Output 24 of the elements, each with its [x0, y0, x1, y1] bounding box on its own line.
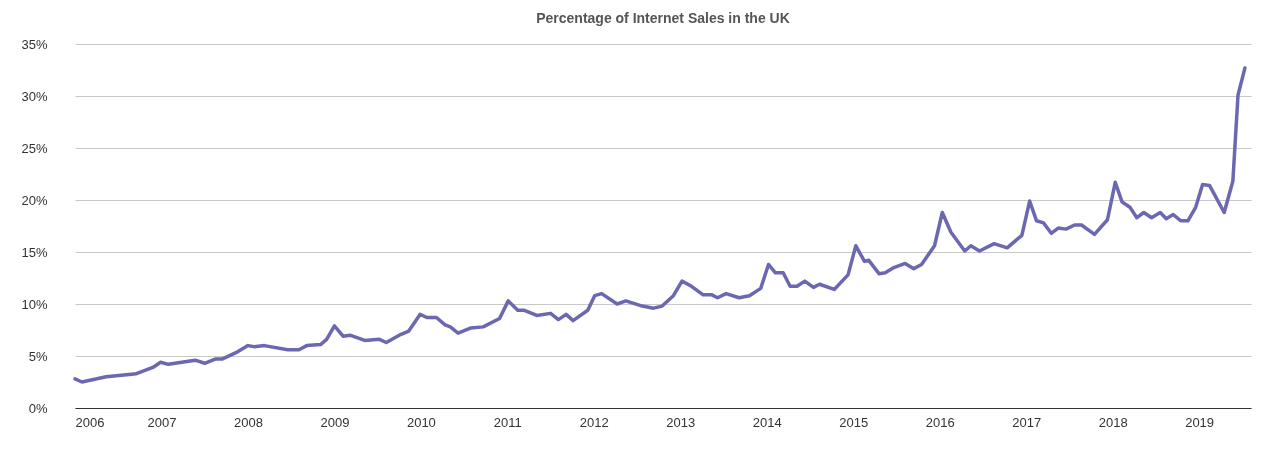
x-tick-label: 2017 [1012, 414, 1042, 430]
x-tick-label: 2006 [75, 414, 105, 430]
x-tick-label: 2011 [493, 414, 522, 430]
y-tick-label: 15% [21, 244, 48, 260]
x-tick-label: 2007 [147, 414, 177, 430]
y-tick-label: 0% [28, 400, 48, 416]
x-tick-label: 2013 [666, 414, 696, 430]
x-tick-label: 2018 [1098, 414, 1128, 430]
x-tick-label: 2008 [233, 414, 263, 430]
x-tick-label: 2014 [752, 414, 782, 430]
y-tick-label: 35% [21, 36, 48, 52]
x-tick-label: 2010 [406, 414, 436, 430]
x-tick-label: 2012 [579, 414, 609, 430]
y-tick-label: 20% [21, 192, 48, 208]
y-tick-label: 5% [28, 348, 48, 364]
y-tick-label: 25% [21, 140, 48, 156]
line-series [73, 66, 1247, 384]
y-tick-label: 10% [21, 296, 48, 312]
x-tick-label: 2015 [839, 414, 869, 430]
x-tick-label: 2009 [320, 414, 350, 430]
x-tick-label: 2019 [1185, 414, 1215, 430]
x-tick-label: 2016 [925, 414, 955, 430]
y-tick-label: 30% [21, 88, 48, 104]
chart-title: Percentage of Internet Sales in the UK [536, 10, 790, 26]
